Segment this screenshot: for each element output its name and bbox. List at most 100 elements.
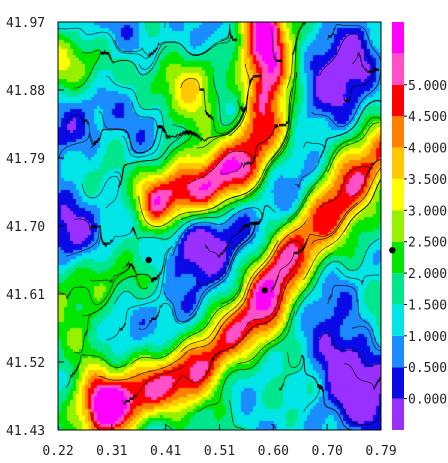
streamline-35 xyxy=(270,249,301,293)
streamline-49 xyxy=(237,218,262,233)
streamline-20 xyxy=(286,351,323,389)
colorbar-tick-label: 4.500 xyxy=(408,110,447,125)
streamline-63 xyxy=(114,129,195,181)
colorbar-tick-label: 0.500 xyxy=(408,361,447,376)
y-axis: 41.97 41.88 41.79 41.70 41.61 41.52 41.43 xyxy=(6,16,64,439)
streamline-58 xyxy=(245,72,298,197)
colorbar-bin-0 xyxy=(392,398,404,430)
streamline-48 xyxy=(130,207,235,240)
colorbar-tick-label: 1.000 xyxy=(408,330,447,345)
streamline-8 xyxy=(335,399,381,425)
streamline-6 xyxy=(122,365,185,405)
streamline-86 xyxy=(286,42,297,89)
heatmap-field xyxy=(58,22,381,430)
streamline-3 xyxy=(89,411,100,430)
streamline-7 xyxy=(228,399,245,430)
streamline-51 xyxy=(73,218,99,231)
streamline-17 xyxy=(343,363,381,390)
colorbar-bin-9 xyxy=(392,116,404,148)
y-tick-label: 41.43 xyxy=(6,424,45,439)
streamline-30 xyxy=(114,247,170,305)
streamline-80 xyxy=(311,66,381,128)
y-tick-label: 41.88 xyxy=(6,84,45,99)
x-axis: 0.22 0.31 0.41 0.51 0.60 0.70 0.79 xyxy=(42,424,397,459)
streamlines xyxy=(58,22,381,430)
y-tick-label: 41.52 xyxy=(6,356,45,371)
streamline-88 xyxy=(212,75,247,127)
colorbar-tick-label: 3.500 xyxy=(408,173,447,188)
x-tick-label: 0.41 xyxy=(150,444,181,459)
streamline-99 xyxy=(58,27,159,59)
streamline-29 xyxy=(295,238,380,317)
streamline-38 xyxy=(303,179,381,281)
streamline-52 xyxy=(180,135,291,221)
colorbar-bin-10 xyxy=(392,84,404,117)
colorbar-tick-label: 4.000 xyxy=(408,142,447,157)
streamline-47 xyxy=(311,167,381,245)
colorbar-bin-12 xyxy=(392,22,404,54)
streamline-57 xyxy=(138,187,254,227)
y-tick-label: 41.79 xyxy=(6,152,45,167)
colorbar-bin-2 xyxy=(392,335,404,368)
x-tick-label: 0.31 xyxy=(96,444,127,459)
marker-dot-0 xyxy=(145,256,152,264)
streamline-4 xyxy=(196,311,296,413)
x-tick-label: 0.51 xyxy=(204,444,235,459)
streamline-15 xyxy=(130,282,244,365)
streamline-24 xyxy=(138,302,197,331)
streamline-32 xyxy=(327,285,381,348)
colorbar-tick-label: 3.000 xyxy=(408,204,447,219)
streamline-41 xyxy=(335,267,380,285)
colorbar-tick-label: 0.000 xyxy=(408,393,447,408)
streamline-97 xyxy=(220,23,231,41)
streamline-44 xyxy=(278,202,358,257)
streamline-87 xyxy=(106,75,191,139)
colorbar-bin-4 xyxy=(392,273,404,305)
streamline-75 xyxy=(65,114,114,147)
streamline-53 xyxy=(287,117,381,221)
colorbar-bin-3 xyxy=(392,304,404,336)
colorbar-tick-label: 5.000 xyxy=(408,79,447,94)
colorbar-tick-label: 2.000 xyxy=(408,267,447,282)
streamline-19 xyxy=(180,240,279,353)
x-tick-label: 0.22 xyxy=(42,444,73,459)
marker-dot-2 xyxy=(389,246,396,254)
streamline-40 xyxy=(228,205,271,269)
streamline-9 xyxy=(65,353,129,389)
streamline-39 xyxy=(122,261,160,283)
streamline-68 xyxy=(270,31,299,161)
colorbar-bin-6 xyxy=(392,210,404,242)
colorbar-tick-label: 2.500 xyxy=(408,236,447,251)
streamline-77 xyxy=(278,89,292,127)
colorbar-bin-1 xyxy=(392,367,404,399)
streamline-21 xyxy=(106,245,173,341)
x-tick-label: 0.79 xyxy=(365,444,396,459)
streamline-74 xyxy=(335,99,381,137)
colorbar: 0.000 0.500 1.000 1.500 2.000 2.500 3.000 3.500… xyxy=(392,22,447,430)
heatmap-raster xyxy=(58,22,381,430)
streamline-22 xyxy=(212,220,307,341)
colorbar-bin-7 xyxy=(392,178,404,211)
streamline-94 xyxy=(188,28,238,56)
streamline-65 xyxy=(327,122,380,173)
streamline-92 xyxy=(351,52,377,74)
x-tick-label: 0.60 xyxy=(258,444,289,459)
streamline-76 xyxy=(172,106,246,142)
colorbar-bin-5 xyxy=(392,241,404,274)
streamline-98 xyxy=(327,23,381,61)
streamline-91 xyxy=(244,63,262,86)
streamline-23 xyxy=(319,333,381,367)
streamline-13 xyxy=(204,273,296,377)
colorbar-tick-label: 1.500 xyxy=(408,298,447,313)
y-tick-label: 41.70 xyxy=(6,220,45,235)
streamline-12 xyxy=(98,325,222,381)
streamline-34 xyxy=(164,233,256,322)
streamline-50 xyxy=(343,179,381,233)
streamline-16 xyxy=(237,252,334,365)
streamline-93 xyxy=(82,45,168,76)
streamline-64 xyxy=(220,124,279,175)
streamline-43 xyxy=(172,205,276,257)
streamline-95 xyxy=(295,22,306,53)
streamline-14 xyxy=(311,375,353,430)
